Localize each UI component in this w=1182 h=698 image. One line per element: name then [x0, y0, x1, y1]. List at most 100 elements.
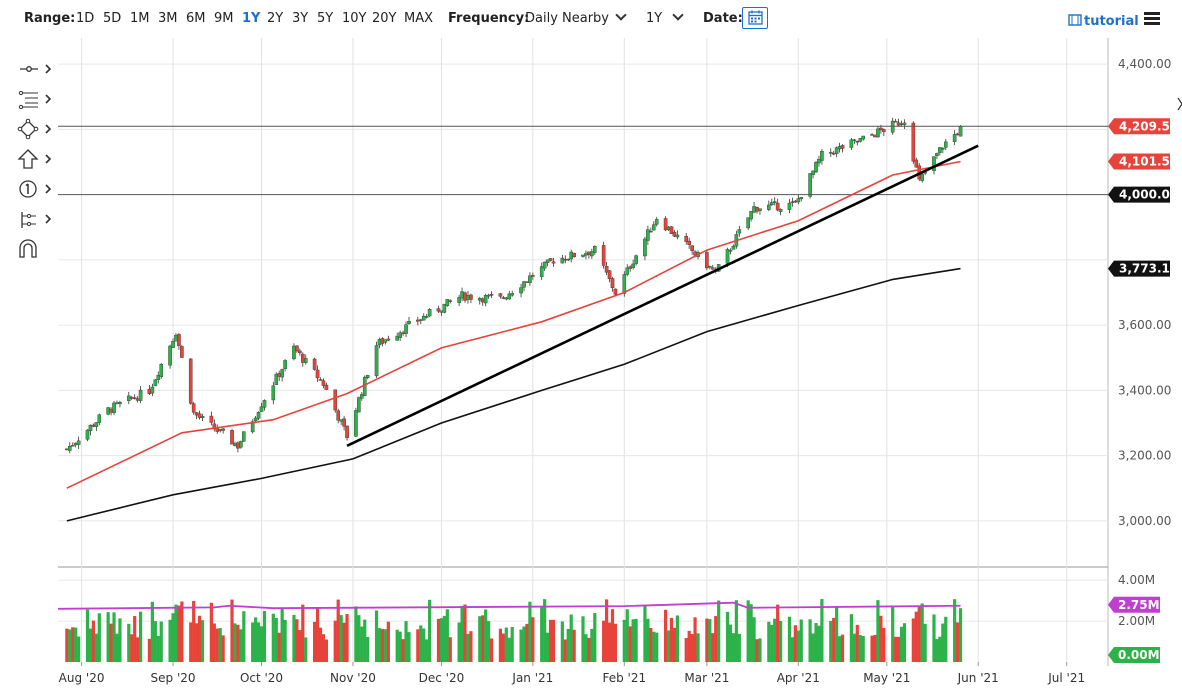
crosshair-tool[interactable] — [14, 58, 54, 80]
candle-body — [439, 310, 444, 313]
candle-body — [498, 293, 503, 297]
candle-body — [298, 350, 302, 354]
volume-bar — [634, 618, 638, 662]
candle-body — [321, 380, 326, 386]
volume-bar — [109, 623, 113, 662]
range-20y[interactable]: 20Y — [372, 11, 397, 26]
volume-bar — [628, 626, 632, 662]
candle-body — [333, 389, 338, 411]
volume-bar — [259, 626, 264, 662]
range-1m[interactable]: 1M — [130, 11, 150, 26]
candle-body — [899, 123, 904, 125]
volume-bar — [130, 634, 134, 662]
range-5y[interactable]: 5Y — [317, 11, 334, 26]
range-10y[interactable]: 10Y — [342, 11, 367, 26]
candle-body — [778, 208, 783, 212]
volume-bar — [313, 621, 317, 662]
menu-icon[interactable] — [1144, 12, 1160, 26]
candle-body — [398, 332, 402, 338]
magnet-icon — [19, 239, 37, 258]
volume-bar — [398, 631, 402, 662]
range-9m[interactable]: 9M — [214, 11, 234, 26]
candle-body — [401, 332, 405, 334]
volume-bar — [728, 624, 733, 662]
tutorial-link[interactable]: tutorial — [1068, 14, 1139, 29]
measure-tool[interactable] — [14, 208, 54, 230]
volume-bar — [953, 599, 957, 662]
volume-bar — [896, 636, 901, 662]
candle-body — [407, 321, 411, 324]
volume-bar — [177, 605, 181, 662]
arrow-tool[interactable] — [14, 148, 54, 170]
candle-body — [651, 224, 656, 231]
volume-bar — [481, 615, 485, 662]
candle-body — [923, 171, 927, 174]
volume-bar — [551, 619, 556, 662]
range-6m[interactable]: 6M — [186, 11, 206, 26]
candle-body — [581, 254, 585, 257]
candle-body — [277, 373, 282, 377]
date-label: Date: — [703, 11, 743, 26]
candle-body — [545, 259, 550, 263]
range-3y[interactable]: 3Y — [292, 11, 309, 26]
candle-body — [840, 145, 845, 149]
volume-bar — [422, 628, 426, 662]
volume-bar — [386, 621, 390, 662]
volume-bar — [218, 628, 222, 662]
volume-bar — [466, 633, 470, 662]
volume-bar — [507, 637, 511, 662]
fibonacci-tool[interactable] — [14, 88, 54, 110]
range-3m[interactable]: 3M — [158, 11, 178, 26]
candle-body — [914, 159, 919, 168]
candle-body — [769, 202, 774, 206]
period-dropdown[interactable]: 1Y — [646, 9, 684, 26]
candle-body — [690, 245, 694, 251]
candle-body — [73, 442, 78, 446]
candle-body — [416, 319, 420, 322]
range-max[interactable]: MAX — [404, 11, 434, 26]
candle-body — [911, 122, 916, 162]
range-5d[interactable]: 5D — [103, 11, 122, 26]
volume-bar — [345, 614, 349, 662]
candle-body — [404, 324, 408, 334]
candle-body — [91, 424, 96, 427]
candle-body — [607, 270, 612, 279]
volume-bar — [283, 619, 287, 662]
volume-bar — [360, 626, 364, 662]
volume-tag-label: 0.00M — [1118, 648, 1160, 662]
volume-bar — [796, 630, 800, 662]
pattern-tool[interactable] — [14, 118, 54, 140]
volume-bar — [799, 619, 803, 662]
candle-body — [180, 346, 184, 358]
volume-bar — [277, 632, 281, 662]
candle-body — [280, 369, 284, 378]
candle-body — [710, 267, 715, 270]
range-1y[interactable]: 1Y — [242, 11, 261, 26]
candle-body — [504, 297, 509, 300]
frequency-dropdown[interactable]: Daily Nearby — [525, 9, 627, 26]
magnet-tool[interactable] — [14, 238, 54, 260]
film-icon — [1068, 14, 1082, 26]
range-1d[interactable]: 1D — [76, 11, 95, 26]
volume-bar — [776, 604, 780, 662]
date-picker-button[interactable] — [742, 7, 768, 29]
candle-body — [684, 236, 689, 242]
candle-body — [380, 338, 385, 344]
volume-bar — [560, 621, 564, 662]
candle-body — [696, 252, 700, 257]
volume-bar — [625, 609, 629, 662]
candle-body — [693, 251, 697, 256]
volume-bar — [876, 600, 880, 662]
number-marker-tool[interactable] — [14, 178, 54, 200]
volume-bar — [811, 633, 815, 662]
candle-body — [731, 245, 736, 250]
volume-bar — [333, 620, 337, 662]
volume-bar — [652, 631, 656, 662]
candle-body — [542, 261, 547, 269]
candle-body — [890, 120, 895, 133]
date-axis: Aug '20 Sep '20 Oct '20 Nov '20 Dec '20 Jan '… — [59, 671, 1085, 685]
range-2y[interactable]: 2Y — [267, 11, 284, 26]
candle-body — [150, 386, 155, 394]
volume-bar — [790, 637, 795, 662]
candle-body — [793, 200, 798, 203]
